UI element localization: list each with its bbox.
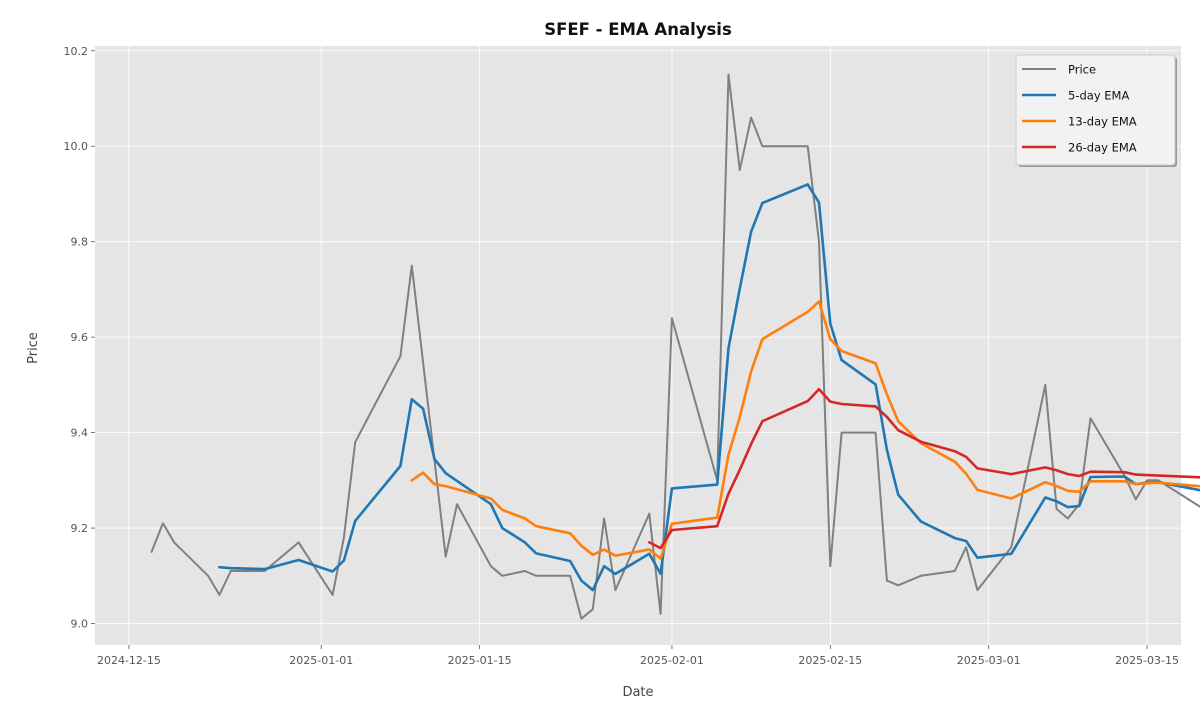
- x-tick-label: 2025-02-15: [798, 654, 862, 667]
- x-tick-label: 2025-03-15: [1115, 654, 1179, 667]
- y-axis-label: Price: [26, 332, 41, 364]
- legend-label: Price: [1068, 63, 1096, 77]
- y-tick-label: 9.4: [71, 427, 89, 440]
- series-line-5-day-ema: [218, 183, 1200, 592]
- series-line-13-day-ema: [410, 300, 1200, 560]
- x-axis-label: Date: [622, 685, 653, 700]
- y-tick-label: 9.6: [71, 331, 89, 344]
- y-tick-label: 10.0: [64, 140, 89, 153]
- legend-label: 5-day EMA: [1068, 89, 1129, 103]
- legend-box: [1015, 54, 1176, 166]
- chart-title: SFEF - EMA Analysis: [544, 20, 732, 39]
- grid-lines: [95, 46, 1181, 645]
- y-tick-label: 10.2: [64, 45, 89, 58]
- x-tick-label: 2024-12-15: [97, 654, 161, 667]
- series-line-price: [150, 73, 1200, 620]
- x-tick-label: 2025-01-15: [448, 654, 512, 667]
- legend-label: 13-day EMA: [1068, 115, 1137, 129]
- x-tick-label: 2025-01-01: [289, 654, 353, 667]
- series-line-26-day-ema: [647, 387, 1200, 550]
- axes: 2024-12-15 2025-01-01 2025-01-15 2025-02-01…: [64, 45, 1180, 667]
- y-tick-label: 9.0: [71, 618, 89, 631]
- series-lines: [150, 73, 1200, 620]
- y-tick-label: 9.8: [71, 236, 89, 249]
- y-tick-label: 9.2: [71, 522, 89, 535]
- x-tick-label: 2025-02-01: [640, 654, 704, 667]
- legend-label: 26-day EMA: [1068, 141, 1137, 155]
- x-tick-label: 2025-03-01: [957, 654, 1021, 667]
- legend: Price 5-day EMA 13-day EMA 26-day EMA: [1015, 54, 1177, 167]
